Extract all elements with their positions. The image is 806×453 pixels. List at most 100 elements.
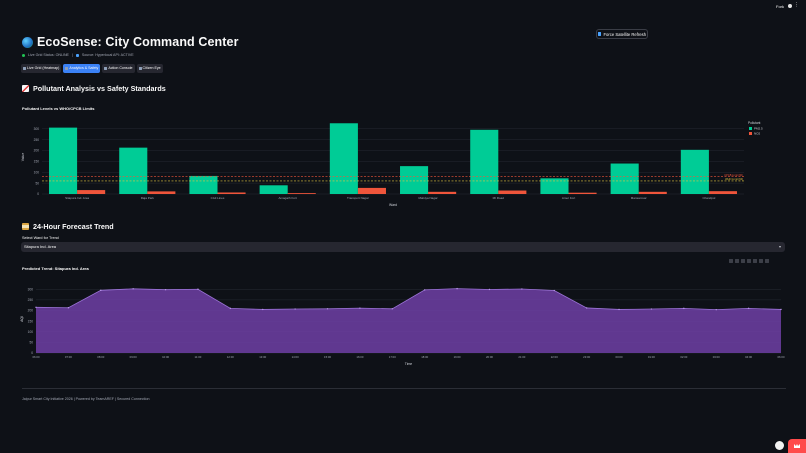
legend-swatch xyxy=(749,127,752,130)
y-tick-label: 100 xyxy=(28,330,34,334)
x-tick-label: 17:00 xyxy=(389,355,396,359)
bar-no2 xyxy=(428,191,457,194)
x-tick-label: 06:00 xyxy=(778,355,785,359)
area-point xyxy=(521,288,523,290)
x-tick-label: Raja Park xyxy=(141,196,155,200)
source-icon xyxy=(75,53,79,57)
y-tick-label: 300 xyxy=(28,287,34,291)
area-point xyxy=(780,308,782,311)
y-tick-label: 50 xyxy=(35,181,39,185)
pollutant-bar-chart[interactable]: 0 50 100 150 200 250 300 Sitapura Ind. Area Raja… xyxy=(18,112,786,212)
chart-increasing-icon xyxy=(22,85,29,92)
force-satellite-refresh-button[interactable]: Force Satellite Refresh xyxy=(596,29,648,39)
tab-action-console[interactable]: Action Console xyxy=(102,64,135,73)
y-tick-label: 50 xyxy=(29,341,33,345)
x-tick-label: Transport Nagar xyxy=(347,196,369,200)
x-tick-label: 06:00 xyxy=(33,355,40,359)
threshold-label: WHO Limit (60) xyxy=(725,177,743,181)
status-line: Live Grid Status: ONLINE | Source: Hyper… xyxy=(22,53,134,57)
x-tick-label: 15:00 xyxy=(324,355,331,359)
bar-no2 xyxy=(568,192,597,194)
section-title: Pollutant Analysis vs Safety Standards xyxy=(33,84,166,93)
area-point xyxy=(488,288,491,291)
tab-live-grid[interactable]: Live Grid (Heatmap) xyxy=(21,64,62,73)
x-tick-label: 01:00 xyxy=(648,355,655,359)
streamlit-avatar-icon[interactable] xyxy=(775,441,784,450)
x-tick-label: 03:00 xyxy=(713,355,720,359)
x-tick-label: Amer Fort xyxy=(562,196,576,200)
area-line xyxy=(35,288,782,311)
x-tick-label: 02:00 xyxy=(680,355,687,359)
tab-bar: Live Grid (Heatmap) Analytics & Safety A… xyxy=(21,64,163,73)
y-tick-label: 100 xyxy=(34,170,40,174)
area-point xyxy=(229,307,232,310)
area-point xyxy=(618,308,620,311)
status-separator: | xyxy=(71,53,73,57)
more-vert-icon[interactable]: ⋮ xyxy=(794,2,799,8)
y-axis-label: AQI xyxy=(20,316,24,322)
y-tick-label: 150 xyxy=(28,319,34,323)
bar-no2 xyxy=(217,192,246,194)
ward-select[interactable]: Sitapura Ind. Area ▾ xyxy=(21,242,785,252)
chart-icon xyxy=(65,67,69,70)
tab-analytics-safety[interactable]: Analytics & Safety xyxy=(63,64,101,73)
refresh-button-label: Force Satellite Refresh xyxy=(603,31,647,37)
area-point xyxy=(423,289,426,291)
x-tick-label: 19:00 xyxy=(454,355,461,359)
y-tick-label: 300 xyxy=(34,127,40,131)
area-point xyxy=(35,306,37,309)
area-point xyxy=(747,307,750,310)
x-tick-label: 10:00 xyxy=(162,355,169,359)
area-fill xyxy=(36,288,781,353)
bar-pm25 xyxy=(119,147,148,194)
chart-toolbar xyxy=(729,259,769,263)
area-point xyxy=(294,308,296,310)
x-tick-label: MI Road xyxy=(493,196,505,200)
area-point xyxy=(132,288,134,290)
eye-icon xyxy=(138,67,142,70)
console-icon xyxy=(104,67,108,70)
area-point xyxy=(456,287,458,290)
bar-pm25 xyxy=(329,123,358,194)
globe-icon xyxy=(22,36,33,48)
area-chart-title: Predicted Trend: Sitapura Ind. Area xyxy=(22,266,89,271)
legend-entry: NO2 xyxy=(754,132,761,136)
bar-pm25 xyxy=(400,166,429,194)
autoscale-icon[interactable] xyxy=(759,259,763,263)
ward-select-value: Sitapura Ind. Area xyxy=(24,244,57,249)
camera-icon[interactable] xyxy=(729,259,733,263)
fork-link[interactable]: Fork xyxy=(776,4,784,9)
zoom-in-icon[interactable] xyxy=(747,259,751,263)
area-point xyxy=(585,307,588,309)
x-tick-label: 14:00 xyxy=(292,355,299,359)
x-tick-label: Civil Lines xyxy=(211,196,225,200)
area-point xyxy=(197,288,199,290)
tab-citizen-eye[interactable]: Citizen Eye xyxy=(136,64,163,73)
page-title: EcoSense: City Command Center xyxy=(22,35,239,49)
bar-pm25 xyxy=(470,129,499,194)
area-point xyxy=(650,308,653,310)
pan-icon[interactable] xyxy=(741,259,745,263)
github-icon[interactable] xyxy=(788,4,792,8)
tab-label: Citizen Eye xyxy=(142,66,161,70)
section-title: 24-Hour Forecast Trend xyxy=(33,222,114,231)
section-pollutant-heading: Pollutant Analysis vs Safety Standards xyxy=(22,84,166,93)
x-tick-label: Amagarh Fort xyxy=(279,196,298,200)
bar-pm25 xyxy=(610,163,639,194)
legend-title: Pollutant xyxy=(748,121,761,125)
area-point xyxy=(67,307,70,309)
top-bar: Fork ⋮ xyxy=(0,0,806,14)
reset-icon[interactable] xyxy=(765,259,769,263)
y-tick-label: 0 xyxy=(31,351,33,355)
bar-pm25 xyxy=(189,175,218,194)
area-point xyxy=(164,288,167,291)
zoom-icon[interactable] xyxy=(735,259,739,263)
bar-chart-title: Pollutant Levels vs WHO/CPCB Limits xyxy=(22,106,95,111)
y-tick-label: 150 xyxy=(34,160,40,164)
zoom-out-icon[interactable] xyxy=(753,259,757,263)
footer-divider xyxy=(22,388,786,389)
streamlit-badge[interactable] xyxy=(788,439,806,453)
x-tick-label: 07:00 xyxy=(65,355,72,359)
hourglass-icon xyxy=(22,223,29,230)
forecast-area-chart[interactable]: 0 50 100 150 200 250 300 06:00 07:00 08:00 09:00 10… xyxy=(18,281,786,371)
